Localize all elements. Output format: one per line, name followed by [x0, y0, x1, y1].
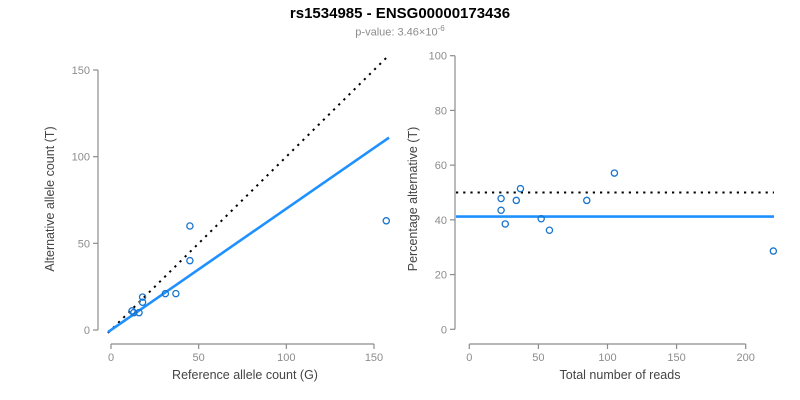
- data-point: [138, 298, 147, 307]
- data-point: [382, 217, 391, 225]
- x-tick-label: 50: [193, 352, 205, 364]
- identity-line: [107, 55, 389, 334]
- x-tick-label: 150: [365, 352, 383, 364]
- data-point: [512, 196, 521, 205]
- right-plot-y-axis-title: Percentage alternative (T): [406, 127, 420, 272]
- y-tick-label: 150: [72, 65, 90, 77]
- left-plot-points: [128, 217, 391, 317]
- y-tick-label: 50: [78, 238, 90, 250]
- right-plot-x-axis-title: Total number of reads: [560, 368, 681, 382]
- data-point: [583, 196, 591, 205]
- left-plot-lines: [107, 55, 390, 334]
- x-tick-label: 150: [667, 352, 685, 364]
- data-point: [610, 169, 619, 177]
- right-plot-lines: [456, 191, 774, 218]
- data-point: [537, 215, 545, 223]
- data-point: [501, 220, 509, 228]
- data-point: [545, 226, 554, 235]
- right-plot-axes: 0 20 40 60 80 100 0 50 100 150 200: [429, 51, 755, 364]
- y-tick-label: 60: [435, 160, 447, 172]
- y-tick-label: 0: [84, 325, 90, 337]
- p-value-exponent: -6: [437, 24, 445, 33]
- x-tick-label: 100: [598, 352, 616, 364]
- right-plot: 0 20 40 60 80 100 0 50 100 150 200 Total number of…: [406, 51, 778, 382]
- x-tick-label: 0: [466, 352, 472, 364]
- data-point: [161, 289, 170, 298]
- data-point: [497, 194, 505, 203]
- right-plot-points: [497, 169, 778, 255]
- x-tick-label: 100: [277, 352, 295, 364]
- data-point: [138, 293, 147, 301]
- y-tick-label: 20: [435, 270, 447, 282]
- x-tick-label: 50: [532, 352, 544, 364]
- left-plot-axes: 0 50 100 150 0 50 100 150: [72, 65, 384, 364]
- left-plot-y-axis-title: Alternative allele count (T): [43, 126, 57, 271]
- data-point: [135, 308, 143, 317]
- y-tick-label: 100: [429, 51, 447, 63]
- x-tick-label: 0: [108, 352, 114, 364]
- y-tick-label: 40: [435, 215, 447, 227]
- y-tick-label: 0: [441, 324, 447, 336]
- data-point: [516, 184, 525, 193]
- y-tick-label: 100: [72, 152, 90, 164]
- y-tick-label: 80: [435, 105, 447, 117]
- data-point: [769, 247, 778, 255]
- p-value-text: p-value: 3.46×10: [355, 26, 438, 39]
- fit-line: [107, 136, 390, 334]
- left-plot-x-axis-title: Reference allele count (G): [172, 368, 318, 382]
- data-point: [130, 308, 138, 317]
- data-point: [172, 289, 180, 298]
- data-point: [128, 307, 136, 315]
- data-point: [497, 206, 505, 215]
- left-plot: 0 50 100 150 0 50 100 150 Reference allele coun…: [43, 55, 391, 382]
- p-value-subtitle: p-value: 3.46×10-6: [0, 24, 800, 39]
- data-point: [186, 222, 194, 230]
- x-tick-label: 200: [737, 352, 755, 364]
- data-point: [186, 256, 194, 265]
- page-title: rs1534985 - ENSG00000173436: [289, 5, 511, 22]
